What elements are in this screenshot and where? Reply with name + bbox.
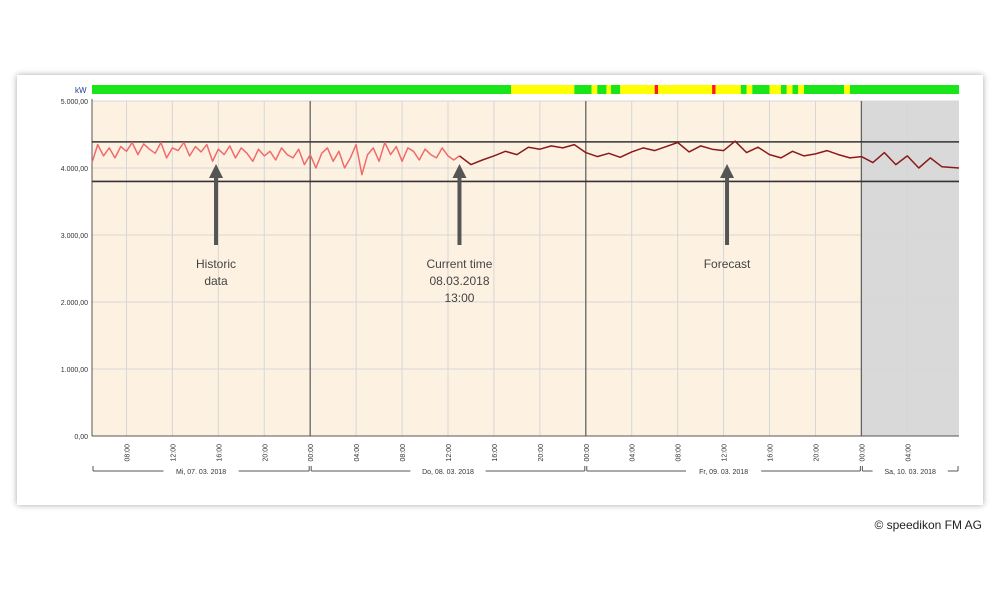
x-tick-label: 08:00 [124,444,131,462]
status-segment [574,85,592,94]
chart-frame: 0,00 1.000,00 2.000,00 3.000,00 4.000,00 5.00… [17,75,983,505]
y-tick-label: 5.000,00 [61,99,88,106]
status-segment [620,85,655,94]
status-segment [792,85,799,94]
status-segment [803,85,845,94]
day-label: Sa, 10. 03. 2018 [885,469,936,476]
x-tick-label: 12:00 [170,444,177,462]
status-segment [798,85,804,94]
status-segment [511,85,575,94]
annotation-arrowhead [452,163,467,178]
x-tick-label: 00:00 [859,444,866,462]
annotation-arrowhead [209,163,224,178]
status-segment [786,85,793,94]
day-label: Do, 08. 03. 2018 [422,469,474,476]
day-label-background [410,466,486,476]
x-tick-label: 20:00 [813,444,820,462]
x-tick-label: 12:00 [722,444,729,462]
status-segment [654,85,659,94]
unit-label: kW [75,86,87,95]
day-label-background [872,466,948,476]
x-tick-label: 12:00 [446,444,453,462]
day-label-background [685,466,762,476]
status-segment [658,85,713,94]
annotation-text: 13:00 [444,291,474,305]
x-tick-label: 00:00 [584,444,591,462]
x-tick-label: 08:00 [676,444,683,462]
x-tick-label: 04:00 [630,444,637,462]
status-segment [740,85,747,94]
weekday-background [92,101,862,436]
status-segment [92,85,512,94]
y-tick-label: 3.000,00 [61,233,88,240]
x-tick-label: 20:00 [262,444,269,462]
x-tick-label: 04:00 [354,444,361,462]
status-segment [769,85,782,94]
y-tick-label: 2.000,00 [61,300,88,307]
status-segment [752,85,770,94]
day-label-background [163,466,239,476]
status-segment [746,85,753,94]
annotation-arrowhead [720,163,735,178]
x-tick-label: 16:00 [768,444,775,462]
x-tick-label: 00:00 [308,444,315,462]
annotation-text: Historic [196,257,236,271]
annotation-text: Forecast [704,257,751,271]
status-segment [597,85,607,94]
status-segment [712,85,716,94]
status-segment [611,85,621,94]
status-segment [715,85,741,94]
y-tick-label: 0,00 [74,434,88,441]
annotation-text: 08.03.2018 [429,274,489,288]
y-tick-label: 4.000,00 [61,166,88,173]
copyright-notice: © speedikon FM AG [874,518,982,532]
status-segment [781,85,787,94]
historic-series-line [91,141,460,176]
x-tick-label: 08:00 [400,444,407,462]
annotation-text: data [204,274,228,288]
x-tick-label: 16:00 [492,444,499,462]
energy-load-chart: 0,00 1.000,00 2.000,00 3.000,00 4.000,00 5.00… [61,85,960,476]
status-segment [591,85,598,94]
weekend-background [861,101,959,436]
x-tick-label: 04:00 [905,444,912,462]
x-tick-label: 16:00 [216,444,223,462]
status-segment [849,85,959,94]
x-tick-label: 20:00 [538,444,545,462]
annotation-text: Current time [426,257,492,271]
status-segment [844,85,850,94]
day-label: Fr, 09. 03. 2018 [699,469,748,476]
day-label: Mi, 07. 03. 2018 [176,469,226,476]
y-tick-label: 1.000,00 [61,367,88,374]
status-segment [606,85,612,94]
forecast-series-line [459,140,960,169]
